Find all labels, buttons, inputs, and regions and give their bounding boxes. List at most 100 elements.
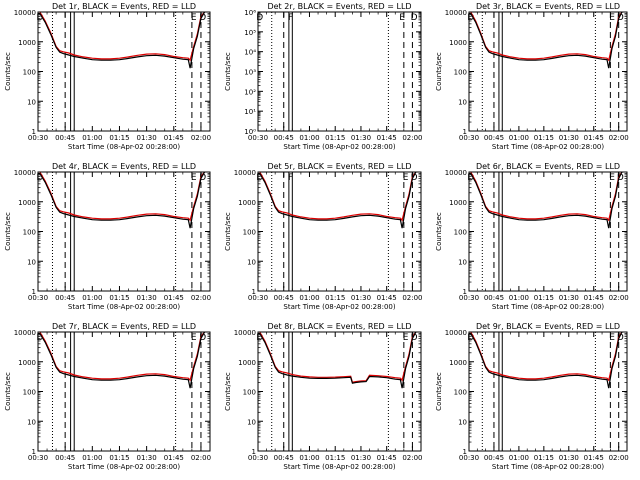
y-tick-label: 1000 — [449, 39, 467, 47]
event-label: D — [411, 13, 418, 23]
x-tick-label: 01:30 — [559, 134, 579, 142]
x-tick-label: 01:45 — [164, 134, 184, 142]
x-axis-label: Start Time (08-Apr-02 00:28:00) — [492, 463, 604, 471]
y-tick-label: 10000 — [445, 329, 467, 337]
event-label: D — [36, 13, 43, 23]
event-label: D — [411, 173, 418, 183]
event-label: E — [399, 13, 405, 23]
x-tick-label: 01:45 — [377, 134, 397, 142]
panel-title: Det 7r, BLACK = Events, RED = LLD — [52, 322, 196, 331]
panel-title: Det 8r, BLACK = Events, RED = LLD — [267, 322, 411, 331]
y-tick-label: 10000 — [14, 169, 36, 177]
plot-frame — [257, 171, 422, 292]
x-tick-label: 01:00 — [509, 454, 529, 462]
event-label: E — [609, 173, 615, 183]
plot-frame — [468, 171, 628, 292]
y-tick-label: 100 — [454, 229, 467, 237]
x-tick-label: 01:00 — [82, 454, 102, 462]
y-tick-label: 1 — [32, 288, 36, 296]
lld-line — [39, 172, 206, 222]
event-label: F — [288, 13, 293, 23]
x-tick-label: 00:45 — [55, 454, 75, 462]
event-label: D — [467, 173, 474, 183]
y-axis-label: Counts/sec — [4, 372, 12, 411]
event-label: D — [617, 13, 624, 23]
y-axis-label: Counts/sec — [435, 52, 443, 91]
y-tick-label: 10000 — [14, 329, 36, 337]
y-tick-label: 10⁴ — [244, 49, 256, 57]
y-tick-label: 1 — [32, 448, 36, 456]
x-tick-label: 01:15 — [325, 134, 345, 142]
event-label: D — [617, 173, 624, 183]
event-label: D — [467, 333, 474, 343]
x-tick-label: 00:30 — [248, 454, 268, 462]
y-tick-label: 1 — [463, 448, 467, 456]
events-line — [259, 172, 417, 229]
x-tick-label: 00:30 — [248, 294, 268, 302]
x-axis-label: Start Time (08-Apr-02 00:28:00) — [68, 303, 180, 311]
x-axis-label: Start Time (08-Apr-02 00:28:00) — [283, 463, 395, 471]
x-tick-label: 01:00 — [299, 134, 319, 142]
event-label: D — [36, 173, 43, 183]
x-tick-label: 02:00 — [191, 134, 211, 142]
y-axis-label: Counts/sec — [224, 212, 232, 251]
lld-line — [259, 172, 417, 222]
x-tick-label: 00:30 — [248, 134, 268, 142]
x-tick-label: 01:00 — [82, 134, 102, 142]
x-tick-label: 01:15 — [325, 454, 345, 462]
x-tick-label: 00:30 — [459, 294, 479, 302]
x-tick-label: 01:00 — [509, 134, 529, 142]
x-tick-label: 02:00 — [402, 454, 422, 462]
panel-title: Det 2r, BLACK = Events, RED = LLD — [267, 2, 411, 11]
event-label: D — [199, 173, 206, 183]
x-tick-label: 00:30 — [28, 294, 48, 302]
y-tick-label: 100 — [23, 229, 36, 237]
y-tick-label: 10 — [27, 418, 36, 426]
events-line — [39, 172, 206, 229]
y-tick-label: 1000 — [449, 199, 467, 207]
y-axis-label: Counts/sec — [4, 52, 12, 91]
y-tick-label: 10 — [458, 258, 467, 266]
y-tick-label: 10000 — [14, 9, 36, 17]
y-tick-label: 10³ — [244, 69, 256, 77]
plot-frame — [37, 331, 211, 452]
y-axis-label: Counts/sec — [435, 372, 443, 411]
y-tick-label: 10 — [458, 98, 467, 106]
y-tick-label: 100 — [23, 389, 36, 397]
panel-title: Det 3r, BLACK = Events, RED = LLD — [476, 2, 620, 11]
x-tick-label: 00:30 — [28, 134, 48, 142]
event-label: E — [191, 173, 197, 183]
y-tick-label: 10⁵ — [244, 29, 256, 37]
y-tick-label: 1000 — [18, 39, 36, 47]
y-axis-label: Counts/sec — [224, 52, 232, 91]
x-tick-label: 01:00 — [509, 294, 529, 302]
y-tick-label: 100 — [23, 69, 36, 77]
y-tick-label: 10 — [27, 258, 36, 266]
panel-title: Det 5r, BLACK = Events, RED = LLD — [267, 162, 411, 171]
x-tick-label: 00:45 — [274, 294, 294, 302]
event-label: E — [191, 13, 197, 23]
y-tick-label: 1000 — [238, 199, 256, 207]
x-tick-label: 00:45 — [484, 454, 504, 462]
lld-line — [39, 12, 206, 62]
y-tick-label: 1 — [32, 128, 36, 136]
x-tick-label: 00:45 — [55, 134, 75, 142]
y-axis-label: Counts/sec — [435, 212, 443, 251]
y-tick-label: 10 — [247, 258, 256, 266]
y-tick-label: 10 — [458, 418, 467, 426]
event-label: D — [199, 13, 206, 23]
event-label: E — [403, 333, 409, 343]
event-label: D — [411, 333, 418, 343]
y-tick-label: 10² — [244, 88, 256, 96]
x-tick-label: 01:30 — [137, 294, 157, 302]
x-tick-label: 01:15 — [534, 454, 554, 462]
x-tick-label: 02:00 — [402, 134, 422, 142]
y-tick-label: 1000 — [18, 199, 36, 207]
y-tick-label: 1 — [252, 448, 256, 456]
x-tick-label: 01:00 — [299, 454, 319, 462]
